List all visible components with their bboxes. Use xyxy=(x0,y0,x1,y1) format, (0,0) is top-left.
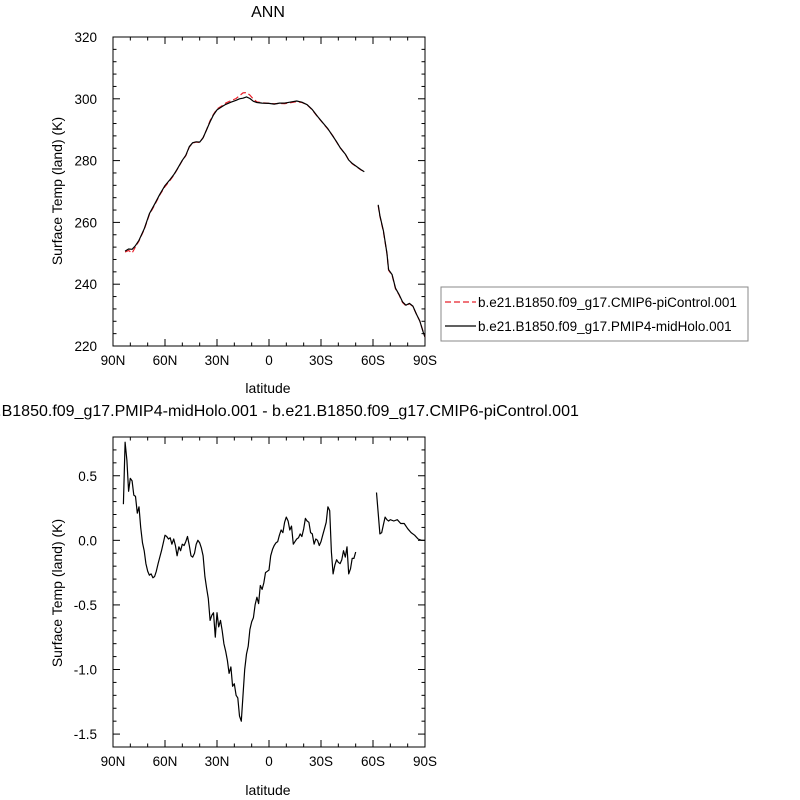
legend-box xyxy=(440,286,749,342)
top-chart-ylabel: Surface Temp (land) (K) xyxy=(49,117,65,265)
top-chart-x-tick-label: 90S xyxy=(413,353,437,368)
top-chart-series-1-line-segment-1 xyxy=(377,204,426,338)
top-chart-lines xyxy=(124,91,426,338)
bottom-chart-y-tick-label: 0.5 xyxy=(78,469,97,484)
top-chart-x-tick-label: 60N xyxy=(153,353,178,368)
bottom-chart-frame xyxy=(112,436,426,748)
top-chart-y-tick-label: 240 xyxy=(74,277,97,292)
top-chart-axes: 90N 60N 30N 0 30S 60S 90S 220 240 260 280 300 320 xyxy=(74,30,437,368)
bottom-chart-x-tick-label: 90N xyxy=(101,754,126,769)
bottom-chart-ylabel: Surface Temp (land) (K) xyxy=(49,519,65,667)
top-chart: ANN 90N 60N 30N 0 30S 60S 90S 220 240 260 280 300 32… xyxy=(49,4,749,396)
bottom-chart-x-tick-label: 60S xyxy=(361,754,385,769)
bottom-chart-y-tick-label: -1.5 xyxy=(74,727,97,742)
top-chart-x-tick-label: 60S xyxy=(361,353,385,368)
top-chart-y-tick-label: 320 xyxy=(74,30,97,45)
top-chart-x-tick-label: 30S xyxy=(309,353,333,368)
bottom-chart-x-tick-label: 0 xyxy=(265,754,273,769)
legend: b.e21.B1850.f09_g17.CMIP6-piControl.001 … xyxy=(440,286,749,342)
top-chart-x-tick-label: 30N xyxy=(205,353,230,368)
top-chart-y-tick-label: 280 xyxy=(74,154,97,169)
top-chart-title: ANN xyxy=(251,4,285,21)
bottom-chart-x-tick-label: 90S xyxy=(413,754,437,769)
top-chart-frame xyxy=(112,36,426,347)
bottom-chart-title: b.e21.B1850.f09_g17.PMIP4-midHolo.001 - … xyxy=(0,403,579,420)
bottom-chart-series-0-line-segment-1 xyxy=(375,492,425,541)
top-chart-xlabel: latitude xyxy=(245,380,290,396)
bottom-chart-xlabel: latitude xyxy=(245,782,290,798)
legend-label-picontrol: b.e21.B1850.f09_g17.CMIP6-piControl.001 xyxy=(478,295,737,310)
bottom-chart-x-tick-label: 60N xyxy=(153,754,178,769)
bottom-chart-series-0-line-segment-0 xyxy=(122,441,357,722)
top-chart-y-tick-label: 300 xyxy=(74,92,97,107)
bottom-chart-axes: 90N 60N 30N 0 30S 60S 90S -1.5 -1.0 -0.5 0.0 0.5 xyxy=(74,436,437,769)
bottom-chart: b.e21.B1850.f09_g17.PMIP4-midHolo.001 - … xyxy=(0,403,579,798)
bottom-chart-x-tick-label: 30N xyxy=(205,754,230,769)
top-chart-y-tick-label: 220 xyxy=(74,339,97,354)
bottom-chart-y-tick-label: -1.0 xyxy=(74,663,97,678)
bottom-chart-lines xyxy=(122,441,425,722)
legend-label-midholo: b.e21.B1850.f09_g17.PMIP4-midHolo.001 xyxy=(478,319,732,334)
bottom-chart-y-tick-label: -0.5 xyxy=(74,598,97,613)
top-chart-x-tick-label: 0 xyxy=(265,353,273,368)
top-chart-x-tick-label: 90N xyxy=(101,353,126,368)
bottom-chart-x-tick-label: 30S xyxy=(309,754,333,769)
top-chart-series-1-line-segment-0 xyxy=(124,96,365,252)
top-chart-series-0-line-segment-0 xyxy=(124,91,365,254)
top-chart-y-tick-label: 260 xyxy=(74,215,97,230)
bottom-chart-y-tick-label: 0.0 xyxy=(78,533,97,548)
